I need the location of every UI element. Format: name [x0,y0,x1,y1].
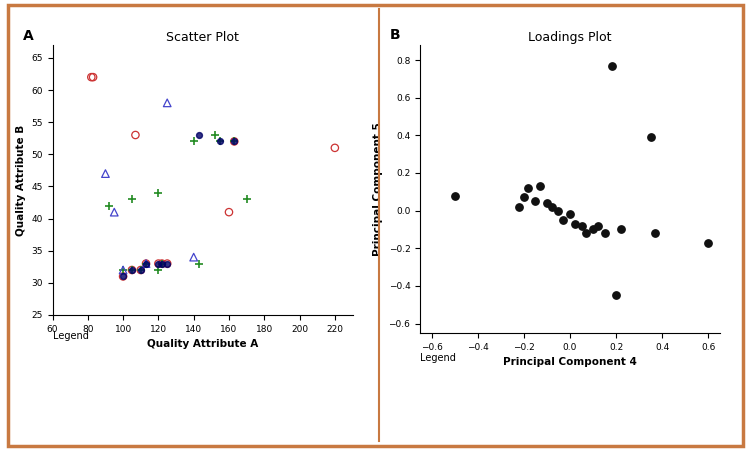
Text: A: A [22,29,33,43]
Point [513,203,525,211]
Point [152,266,164,274]
Point [228,138,240,145]
Point [117,266,129,274]
Point [228,138,240,145]
Point [126,266,138,274]
Point [87,73,99,81]
Point [564,211,576,218]
Point [580,230,592,237]
Point [140,260,152,267]
Point [214,138,226,145]
Text: B: B [390,28,400,42]
Point [188,253,200,261]
Point [161,99,173,107]
Point [161,260,173,267]
Point [575,222,587,230]
Point [103,202,115,209]
Point [117,266,129,274]
Point [108,208,120,216]
Point [156,260,168,267]
Point [328,144,340,152]
X-axis label: Principal Component 4: Principal Component 4 [503,357,637,367]
Point [140,260,152,267]
Point [152,189,164,197]
Point [518,194,530,201]
Point [557,216,569,224]
Point [188,138,200,145]
Point [568,220,580,227]
Point [214,138,226,145]
Point [193,131,205,139]
Point [156,260,168,267]
Point [126,196,138,203]
Point [530,198,542,205]
Point [553,207,565,214]
Point [703,239,715,246]
Text: Legend: Legend [420,353,456,363]
Point [645,134,657,141]
Point [140,260,152,267]
Point [161,260,173,267]
Point [223,208,235,216]
Point [152,260,164,267]
X-axis label: Quality Attribute A: Quality Attribute A [147,339,258,349]
Y-axis label: Principal Component 5: Principal Component 5 [373,122,382,256]
Title: Loadings Plot: Loadings Plot [528,31,612,44]
Point [130,131,142,139]
Point [592,222,604,230]
Point [126,266,138,274]
Point [117,273,129,280]
Point [241,196,253,203]
Point [135,266,147,274]
Point [650,230,662,237]
Point [86,73,98,81]
Point [541,199,553,207]
Point [100,170,112,177]
Point [610,292,622,299]
Y-axis label: Quality Attribute B: Quality Attribute B [16,124,26,236]
Point [605,62,617,69]
Text: Legend: Legend [53,331,88,341]
Point [140,260,152,267]
Point [545,203,557,211]
Point [193,260,205,267]
Point [534,183,546,190]
Point [209,131,220,139]
Point [615,226,627,233]
Point [152,260,164,267]
Point [448,192,460,199]
Point [598,230,610,237]
Title: Scatter Plot: Scatter Plot [166,31,239,44]
Point [587,226,599,233]
Point [523,184,535,192]
Point [126,266,138,274]
Point [135,266,147,274]
Point [228,138,240,145]
Point [117,273,129,280]
Point [156,260,168,267]
Point [135,266,147,274]
